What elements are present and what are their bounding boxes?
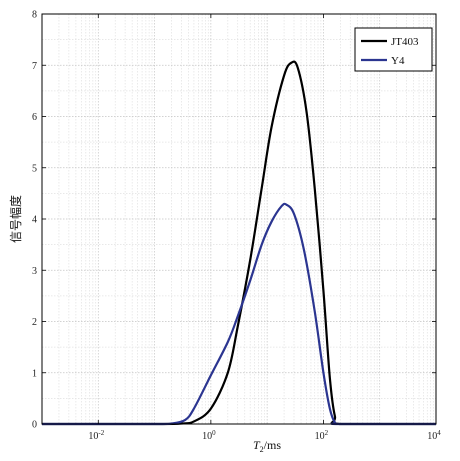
- legend-label-y4: Y4: [391, 55, 405, 67]
- legend: JT403 Y4: [354, 27, 433, 72]
- y-tick-label: 5: [32, 163, 37, 174]
- y-tick-label: 8: [32, 10, 37, 21]
- y-axis-label: 信号幅度: [8, 195, 23, 243]
- y-tick-label: 6: [32, 112, 37, 123]
- y-tick-label: 0: [32, 420, 37, 431]
- y-tick-label: 1: [32, 368, 37, 379]
- grid: [42, 14, 436, 424]
- x-tick-label: 104: [427, 429, 441, 442]
- legend-box: [354, 27, 433, 72]
- y-tick-label: 2: [32, 317, 37, 328]
- legend-label-jt403: JT403: [391, 36, 419, 48]
- x-tick-label: 10-2: [88, 429, 104, 442]
- series-line-jt403: [42, 60, 436, 426]
- axis-ticks: 0 1 2 3 4 5 6 7 8 10-2 100 102 104: [32, 10, 441, 443]
- y-tick-label: 7: [32, 61, 37, 72]
- x-tick-label: 100: [202, 429, 216, 442]
- x-tick-label: 102: [315, 429, 329, 442]
- series-lines: [42, 60, 436, 426]
- x-axis-label: T2/ms: [253, 438, 281, 454]
- series-line-y4: [42, 202, 436, 426]
- y-tick-label: 3: [32, 266, 37, 277]
- y-tick-label: 4: [32, 215, 37, 226]
